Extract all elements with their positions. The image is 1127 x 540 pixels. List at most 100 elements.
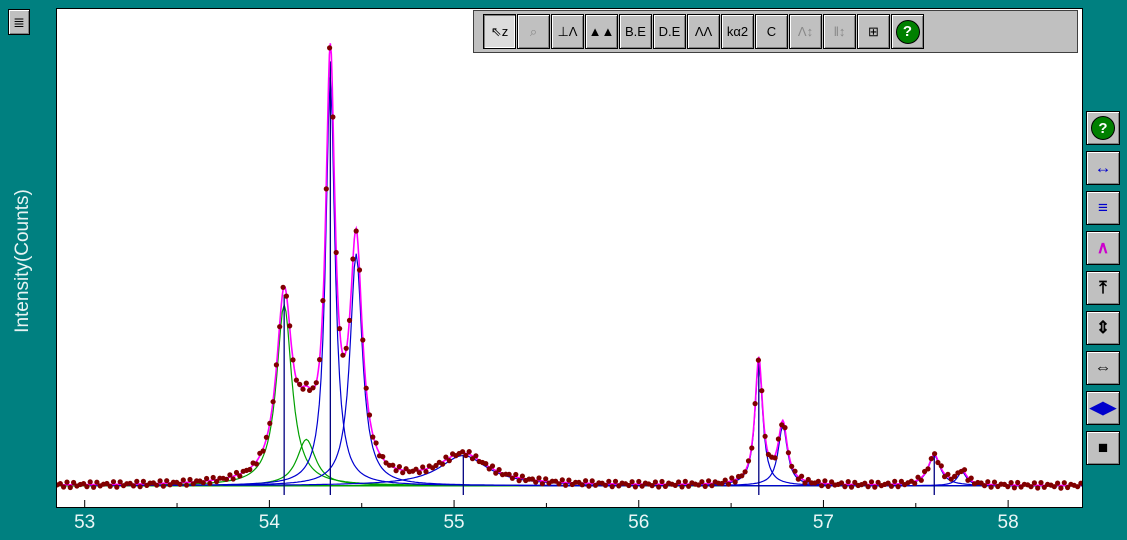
ka2-icon: kα2 [726,24,749,39]
observed-point [626,482,632,489]
expand-horizontal-button[interactable]: ↔ [1086,151,1120,185]
observed-point [214,479,220,485]
observed-point [892,478,898,484]
observed-point [253,461,260,467]
observed-point [160,483,166,489]
observed-point [536,475,542,481]
observed-point [280,284,286,290]
observed-point [706,478,712,484]
stop-button[interactable]: ■ [1086,431,1120,465]
observed-point [755,357,762,363]
observed-point [785,450,792,456]
observed-point [868,479,875,485]
side-toolbar: ? ↔ ≡ ∧ ⤒ ⇕ ⇔ ◀▶ ■ [1086,111,1122,471]
observed-point [323,186,329,192]
observed-point [639,483,645,489]
observed-point [636,478,642,485]
observed-point [729,475,735,481]
observed-point [915,474,921,480]
bar-scale-button[interactable]: ‖↕ [823,14,856,49]
horizontal-icon: ⇔ [1094,358,1112,377]
observed-point [583,478,589,484]
horizontal-button[interactable]: ⇔ [1086,351,1120,385]
observed-point [413,466,419,472]
peak-marker-button[interactable]: ⊥Λ [551,14,584,49]
peaks-button[interactable]: ΛΛ [687,14,720,49]
observed-point [287,323,293,329]
stack-button[interactable]: ≡ [1086,191,1120,225]
observed-point [612,478,619,484]
observed-point [792,468,798,474]
observed-point [722,477,728,483]
observed-point [237,473,243,479]
observed-point [180,477,186,483]
y-axis-label: Intensity(Counts) [12,189,33,333]
data-edit-button[interactable]: D.E [653,14,686,49]
chart-toolbar: ⇖z ⌕ ⊥Λ ▲▲ B.E D.E ΛΛ kα2 C Λ↕ ‖↕ ⊞? [473,10,1078,53]
observed-point [469,456,476,462]
grid-button[interactable]: ⊞ [857,14,890,49]
magnify-button[interactable]: ⌕ [517,14,550,49]
observed-point [446,458,452,464]
observed-point [925,466,931,472]
observed-point [317,357,323,363]
observed-point [935,459,941,466]
observed-point [782,425,788,431]
observed-point [952,473,958,479]
plot-area[interactable] [56,8,1083,508]
observed-point [579,482,585,488]
observed-point [609,484,615,490]
observed-point [543,476,549,482]
vertical-button[interactable]: ⇕ [1086,311,1120,345]
observed-point [938,463,944,469]
observed-point [310,385,316,391]
observed-point [130,483,137,489]
observed-point [632,484,639,490]
component-curve-1 [66,438,547,487]
sidebar-help-button[interactable]: ? [1086,111,1120,145]
top-button[interactable]: ⤒ [1086,271,1120,305]
observed-point [210,474,216,481]
fill-peak-button[interactable]: ▲▲ [585,14,618,49]
narrow-button[interactable]: ◀▶ [1086,391,1120,425]
observed-point [333,249,339,256]
observed-point [709,483,715,489]
observed-point [200,480,206,486]
ka2-button[interactable]: kα2 [721,14,754,49]
observed-point [822,478,828,484]
observed-point [659,478,665,485]
calibrate-button[interactable]: C [755,14,788,49]
vertical-scale-button[interactable]: Λ↕ [789,14,822,49]
observed-point [898,478,905,484]
observed-point [991,479,998,485]
observed-point [260,448,266,454]
observed-point [848,484,855,490]
observed-point [775,436,782,442]
sidebar-help-icon: ? [1091,116,1115,140]
observed-point [327,45,333,51]
observed-point [300,386,306,392]
observed-point [230,476,236,482]
vertical-icon: ⇕ [1095,318,1111,337]
background-edit-button[interactable]: B.E [619,14,652,49]
observed-point [493,470,499,476]
observed-point [918,477,924,483]
observed-point [157,478,163,484]
expand-up-button[interactable]: ∧ [1086,231,1120,265]
observed-point [805,476,811,483]
observed-point [533,479,539,485]
window-menu-button[interactable]: ≣ [8,9,30,35]
observed-point [772,455,778,461]
observed-point [473,453,479,459]
observed-point [346,317,353,323]
observed-point [1035,485,1041,491]
observed-point [356,267,363,273]
select-zoom-button[interactable]: ⇖z [483,14,516,49]
observed-point [696,482,702,488]
help-icon: ? [895,19,920,44]
toolbar-help-button[interactable]: ? [891,14,924,49]
observed-point [819,483,825,489]
observed-point [420,464,426,470]
observed-point [888,483,895,489]
x-tick-label: 56 [628,512,650,533]
